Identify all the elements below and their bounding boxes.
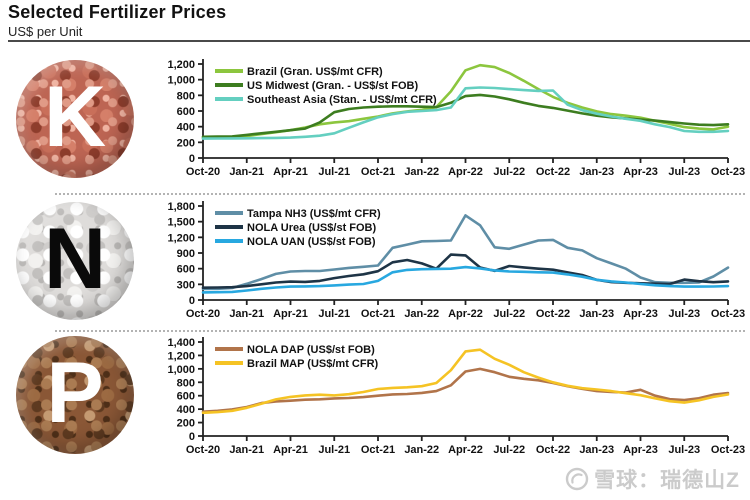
x-tick-label: Apr-23 (623, 166, 658, 178)
panel-separator (55, 330, 745, 332)
x-tick-label: Apr-22 (448, 166, 483, 178)
page-title: Selected Fertilizer Prices (8, 2, 227, 22)
phosphate-photo-badge: P (16, 336, 134, 454)
panel-separator (55, 193, 745, 195)
potash-photo-badge: K (16, 60, 134, 178)
x-tick-label: Oct-21 (361, 166, 395, 178)
x-tick-label: Apr-22 (448, 444, 483, 456)
x-tick-label: Oct-21 (361, 308, 395, 320)
x-tick-label: Apr-21 (273, 166, 308, 178)
x-tick-label: Jul-22 (493, 308, 525, 320)
y-tick-label: 1,400 (167, 337, 195, 349)
y-tick-label: 300 (177, 279, 195, 291)
header-divider (8, 40, 750, 42)
y-tick-label: 1,500 (167, 217, 195, 229)
y-tick-label: 200 (177, 418, 195, 430)
y-tick-label: 0 (189, 153, 195, 165)
x-tick-label: Jan-23 (579, 444, 614, 456)
legend-label: US Midwest (Gran. - US$/st FOB) (247, 80, 418, 92)
header: Selected Fertilizer Prices US$ per Unit (8, 2, 750, 39)
x-tick-label: Jan-21 (229, 166, 264, 178)
x-tick-label: Jul-22 (493, 444, 525, 456)
y-tick-label: 800 (177, 377, 195, 389)
xueqiu-logo-icon (565, 467, 589, 491)
watermark: 雪球：瑞德山Z (565, 464, 740, 494)
series-line (201, 214, 730, 291)
legend-label: Southeast Asia (Stan. - US$/mt CFR) (247, 94, 437, 106)
series-line (201, 265, 730, 294)
nitrogen-price-chart: 0 300 600 900 1,200 1,500 1,800 Oct-20 Jan-21 Apr… (167, 201, 745, 320)
y-tick-label: 0 (189, 295, 195, 307)
x-tick-label: Apr-21 (273, 308, 308, 320)
y-tick-label: 400 (177, 122, 195, 134)
x-tick-label: Jul-23 (668, 308, 700, 320)
page-subtitle: US$ per Unit (8, 24, 83, 39)
x-tick-label: Apr-22 (448, 308, 483, 320)
phosphate-letter: P (46, 345, 104, 441)
y-tick-label: 1,200 (167, 350, 195, 362)
x-tick-label: Jan-21 (229, 444, 264, 456)
series-line (201, 348, 730, 415)
y-tick-label: 1,200 (167, 232, 195, 244)
y-tick-label: 600 (177, 106, 195, 118)
x-tick-label: Oct-20 (186, 308, 220, 320)
legend-label: NOLA UAN (US$/st FOB) (247, 236, 376, 248)
y-tick-label: 1,800 (167, 201, 195, 213)
x-tick-label: Jul-23 (668, 444, 700, 456)
y-tick-label: 200 (177, 137, 195, 149)
x-tick-label: Jan-23 (579, 166, 614, 178)
series-line (201, 253, 730, 289)
x-tick-label: Jul-22 (493, 166, 525, 178)
y-tick-label: 1,200 (167, 59, 195, 71)
x-tick-label: Jan-22 (404, 166, 439, 178)
x-tick-label: Oct-23 (711, 308, 745, 320)
x-tick-label: Apr-23 (623, 444, 658, 456)
watermark-text: 雪球：瑞德山Z (594, 469, 740, 492)
y-tick-label: 600 (177, 391, 195, 403)
nitrogen-photo-badge: N (16, 202, 134, 320)
legend-label: Tampa NH3 (US$/mt CFR) (247, 208, 381, 220)
x-tick-label: Jul-21 (318, 166, 350, 178)
x-tick-label: Oct-22 (536, 444, 570, 456)
nitrogen-letter: N (43, 211, 107, 307)
x-tick-label: Jul-21 (318, 308, 350, 320)
y-tick-label: 0 (189, 431, 195, 443)
x-tick-label: Oct-20 (186, 444, 220, 456)
x-tick-label: Jul-23 (668, 166, 700, 178)
y-tick-label: 1,000 (167, 364, 195, 376)
x-tick-label: Oct-23 (711, 444, 745, 456)
legend-label: Brazil MAP (US$/mt CFR) (247, 358, 379, 370)
x-tick-label: Apr-23 (623, 308, 658, 320)
series-line (201, 86, 730, 140)
x-tick-label: Apr-21 (273, 444, 308, 456)
legend-label: Brazil (Gran. US$/mt CFR) (247, 66, 383, 78)
y-tick-label: 600 (177, 264, 195, 276)
x-tick-label: Jan-22 (404, 308, 439, 320)
x-tick-label: Oct-20 (186, 166, 220, 178)
x-tick-label: Oct-22 (536, 166, 570, 178)
y-tick-label: 400 (177, 404, 195, 416)
x-tick-label: Jan-21 (229, 308, 264, 320)
x-tick-label: Oct-21 (361, 444, 395, 456)
legend-label: NOLA Urea (US$/st FOB) (247, 222, 377, 234)
x-tick-label: Jul-21 (318, 444, 350, 456)
x-tick-label: Jan-23 (579, 308, 614, 320)
y-tick-label: 800 (177, 90, 195, 102)
y-tick-label: 900 (177, 248, 195, 260)
potash-letter: K (43, 69, 107, 165)
x-tick-label: Oct-22 (536, 308, 570, 320)
x-tick-label: Oct-23 (711, 166, 745, 178)
y-tick-label: 1,000 (167, 75, 195, 87)
x-tick-label: Jan-22 (404, 444, 439, 456)
series-line (201, 367, 730, 413)
legend-label: NOLA DAP (US$/st FOB) (247, 344, 375, 356)
potash-price-chart: 0 200 400 600 800 1,000 1,200 Oct-20 Jan-21 Apr-2… (167, 59, 745, 178)
